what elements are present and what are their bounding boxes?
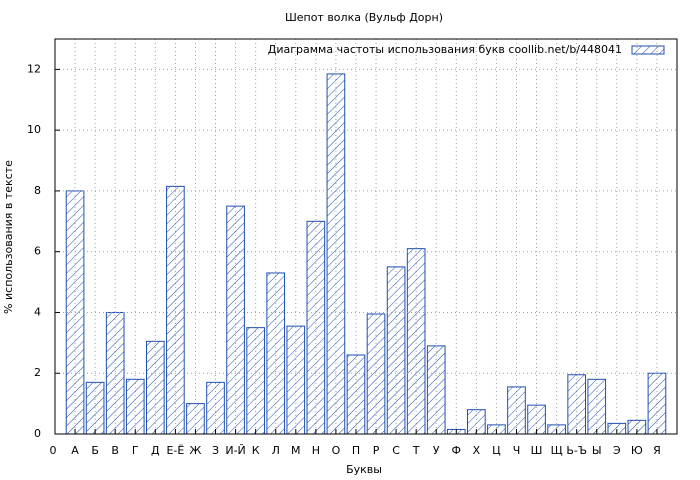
x-tick-label: Б — [91, 444, 99, 457]
x-tick-label: З — [212, 444, 219, 457]
x-tick-label: Я — [653, 444, 661, 457]
x-tick-label: В — [111, 444, 119, 457]
x-tick-label: У — [433, 444, 440, 457]
x-tick-label: Э — [613, 444, 621, 457]
y-tick-label: 6 — [34, 245, 41, 258]
bar — [306, 220, 326, 434]
bar — [186, 403, 205, 434]
x-tick-label: Х — [473, 444, 481, 457]
x-tick-label: Г — [132, 444, 139, 457]
x-tick-label: Л — [272, 444, 280, 457]
bar — [627, 419, 647, 434]
y-tick-label: 10 — [27, 123, 41, 136]
x-tick-label: П — [352, 444, 360, 457]
x-tick-label: Д — [151, 444, 160, 457]
bar — [406, 248, 426, 434]
x-tick-label: Ь-Ъ — [566, 444, 587, 457]
x-tick-label: О — [332, 444, 341, 457]
plot-area — [65, 39, 667, 434]
y-tick-label: 12 — [27, 62, 41, 75]
chart-title: Шепот волка (Вульф Дорн) — [285, 11, 443, 24]
x-tick-label: И-Й — [225, 444, 245, 457]
x-tick-label: С — [392, 444, 400, 457]
bar — [647, 372, 667, 434]
bar — [507, 386, 526, 434]
bar — [607, 422, 627, 434]
bar — [166, 185, 185, 434]
bar — [567, 374, 587, 434]
bar — [326, 73, 346, 434]
x-tick-label: Н — [312, 444, 320, 457]
x-axis-label: Буквы — [346, 463, 382, 476]
x-tick-label: Ч — [513, 444, 521, 457]
x-tick-label: Т — [412, 444, 420, 457]
x-tick-label: Ы — [592, 444, 602, 457]
y-tick-label: 4 — [34, 305, 41, 318]
x-tick-label: Ш — [531, 444, 543, 457]
bar — [226, 205, 245, 434]
bar — [246, 327, 265, 434]
x-tick-label: Ю — [631, 444, 643, 457]
bar — [286, 325, 306, 434]
x-tick-label: Щ — [551, 444, 563, 457]
bar — [206, 381, 225, 434]
bar — [145, 340, 165, 434]
y-tick-label: 0 — [34, 427, 41, 440]
x-tick-label: Р — [373, 444, 380, 457]
bar — [366, 313, 386, 434]
bar — [85, 381, 105, 434]
y-tick-label: 8 — [34, 184, 41, 197]
legend-swatch — [631, 45, 665, 55]
x-tick-label: Ж — [190, 444, 202, 457]
y-tick-label: 2 — [34, 366, 41, 379]
x-tick-label: К — [252, 444, 260, 457]
bar — [587, 378, 607, 434]
y-axis-label: % использования в тексте — [2, 160, 15, 314]
x-tick-label: Е-Ё — [166, 444, 184, 457]
bar — [426, 345, 446, 434]
x-tick-label: А — [71, 444, 79, 457]
legend-label: Диаграмма частоты использования букв coo… — [268, 43, 622, 56]
bar — [386, 266, 406, 434]
x-tick-label: Ц — [492, 444, 501, 457]
x-tick-label: Ф — [452, 444, 461, 457]
bar — [467, 409, 486, 434]
plot-frame — [54, 38, 678, 435]
x-tick-label: М — [291, 444, 301, 457]
bar — [125, 378, 145, 434]
bar — [346, 354, 366, 434]
x-tick-label: 0 — [50, 444, 57, 457]
bar — [266, 272, 286, 434]
